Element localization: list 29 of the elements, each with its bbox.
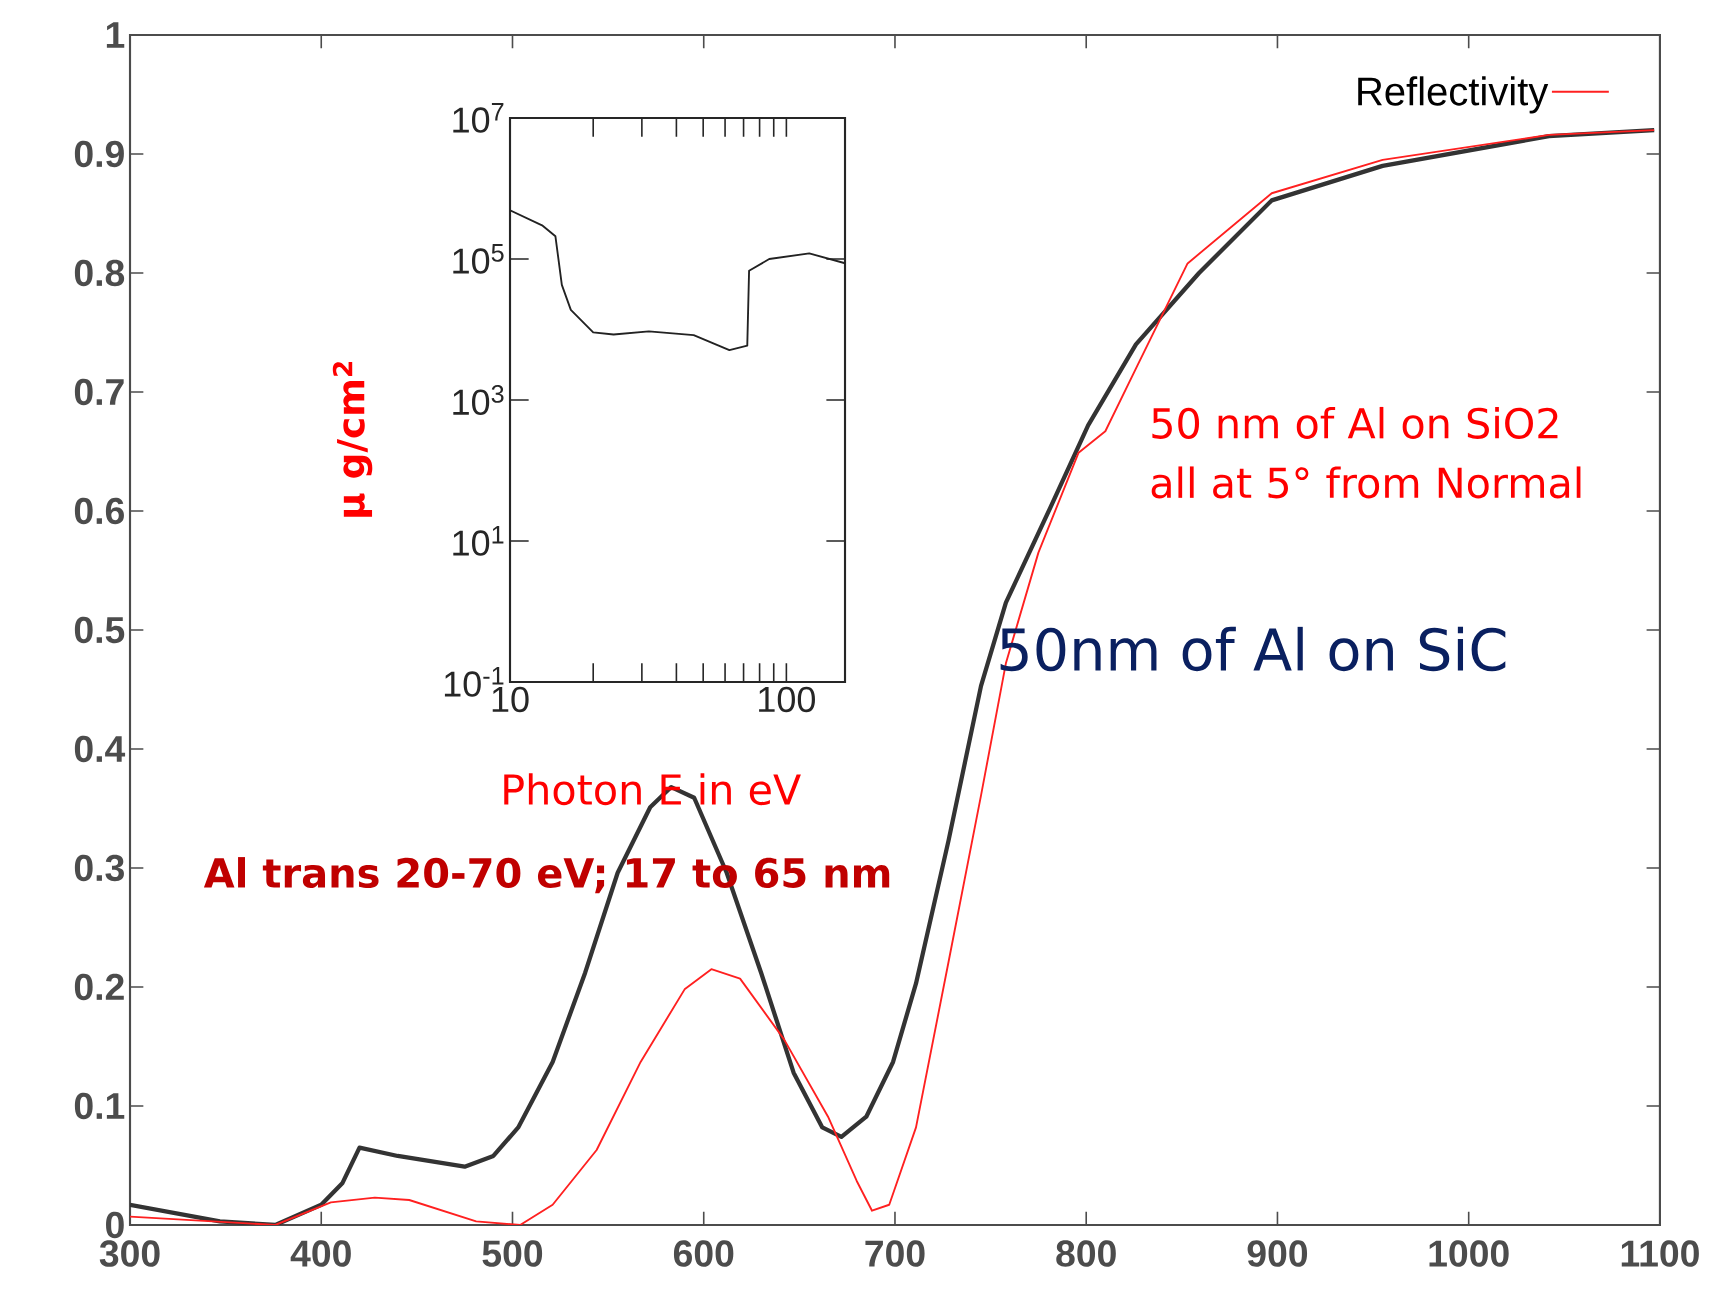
y-tick-label: 0.5 <box>74 616 125 644</box>
y-tick-label: 0.8 <box>74 259 125 287</box>
y-tick-label: 0.3 <box>74 854 124 882</box>
y-axis-title: μ g/cm$^{2}$ <box>332 362 373 517</box>
x-tick-label: 800 <box>1056 1240 1116 1267</box>
y-tick-label: 10$^{7}$ <box>453 103 504 133</box>
x-tick-label: 1100 <box>1621 1240 1699 1267</box>
y-tick-label: 1 <box>106 22 125 48</box>
y-tick-label: 0 <box>106 1211 124 1239</box>
x-tick-label: 600 <box>673 1240 734 1267</box>
x-tick-label: 100 <box>759 686 815 713</box>
y-tick-label: 0.6 <box>74 497 124 525</box>
y-tick-label: 10$^{5}$ <box>453 244 504 274</box>
x-tick-label: 300 <box>99 1240 160 1267</box>
x-tick-label: 900 <box>1247 1240 1308 1267</box>
y-tick-label: 0.1 <box>74 1092 125 1120</box>
y-tick-label: 0.9 <box>74 140 124 168</box>
y-tick-label: 0.2 <box>74 973 124 1001</box>
y-tick-label: 10$^{3}$ <box>453 385 504 415</box>
y-tick-label: 0.4 <box>74 735 126 763</box>
x-tick-label: 1000 <box>1429 1240 1509 1267</box>
x-tick-label: 700 <box>865 1240 925 1267</box>
y-tick-label: 0.7 <box>74 378 124 406</box>
x-tick-label: 500 <box>482 1240 543 1267</box>
legend-label: Reflectivity <box>1358 76 1549 114</box>
x-tick-label: 400 <box>290 1240 351 1267</box>
y-tick-label: 10$^{1}$ <box>453 526 504 556</box>
annotation: 50 nm of Al on SiO2 <box>1152 406 1558 439</box>
annotation: all at 5° from Normal <box>1151 466 1581 499</box>
